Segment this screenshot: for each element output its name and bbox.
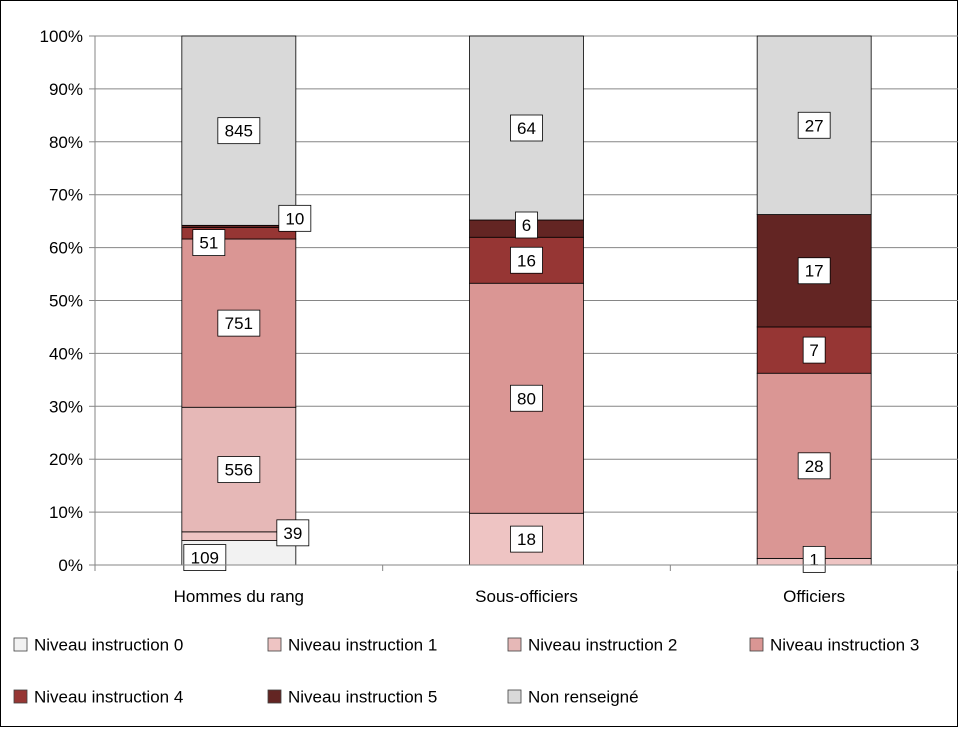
data-label-box	[510, 246, 543, 274]
data-label-box	[797, 257, 831, 285]
data-label-hommes-du-rang-non-renseigne: 845	[217, 117, 261, 145]
legend: Niveau instruction 0 Niveau instruction 1…	[13, 636, 919, 707]
y-tick-label: 10%	[49, 503, 83, 522]
data-label-officiers-niveau-instruction-4: 7	[802, 336, 826, 364]
y-tick-label: 40%	[49, 344, 83, 363]
legend-item-niveau-instruction-5: Niveau instruction 5	[267, 688, 437, 707]
legend-item-niveau-instruction-1: Niveau instruction 1	[267, 636, 437, 655]
data-label-hommes-du-rang-niveau-instruction-3: 751	[217, 309, 261, 337]
legend-swatch	[13, 637, 28, 652]
data-label-text: 51	[199, 234, 218, 253]
legend-label: Niveau instruction 1	[288, 636, 437, 655]
legend-label: Niveau instruction 5	[288, 688, 437, 707]
data-label-text: 39	[283, 524, 302, 543]
x-category-label: Officiers	[783, 587, 845, 606]
legend-label: Niveau instruction 0	[34, 636, 183, 655]
data-label-sous-officiers-niveau-instruction-3: 80	[510, 384, 543, 412]
data-label-box	[510, 525, 543, 553]
legend-label: Niveau instruction 3	[770, 636, 919, 655]
data-label-text: 16	[517, 251, 536, 270]
data-label-box	[510, 114, 543, 142]
legend-label: Niveau instruction 2	[528, 636, 677, 655]
data-label-box	[183, 544, 227, 571]
data-label-text: 27	[805, 116, 824, 135]
data-label-box	[797, 452, 831, 480]
legend-item-niveau-instruction-4: Niveau instruction 4	[13, 688, 183, 707]
data-label-text: 109	[191, 549, 219, 568]
y-tick-label: 50%	[49, 292, 83, 311]
data-label-box	[217, 309, 261, 337]
data-label-text: 845	[225, 122, 253, 141]
data-label-hommes-du-rang-niveau-instruction-0: 109	[183, 544, 227, 571]
data-label-text: 6	[522, 216, 531, 235]
data-label-text: 1	[809, 550, 818, 569]
data-label-box	[797, 111, 831, 139]
y-tick-label: 20%	[49, 450, 83, 469]
data-label-box	[217, 117, 261, 145]
data-label-text: 751	[225, 314, 253, 333]
y-tick-label: 0%	[58, 556, 83, 575]
legend-item-niveau-instruction-2: Niveau instruction 2	[507, 636, 677, 655]
data-label-text: 556	[225, 461, 253, 480]
legend-item-niveau-instruction-3: Niveau instruction 3	[749, 636, 919, 655]
data-label-box	[515, 211, 538, 239]
data-label-box	[802, 336, 826, 364]
data-label-hommes-du-rang-niveau-instruction-2: 556	[217, 456, 261, 483]
data-label-box	[802, 545, 826, 573]
y-tick-label: 30%	[49, 397, 83, 416]
data-label-text: 18	[517, 530, 536, 549]
x-category-label: Hommes du rang	[174, 587, 304, 606]
y-tick-label: 90%	[49, 80, 83, 99]
data-label-sous-officiers-niveau-instruction-1: 18	[510, 525, 543, 553]
data-label-text: 17	[805, 262, 824, 281]
legend-swatch	[267, 637, 282, 652]
legend-item-non-renseigne: Non renseigné	[507, 688, 639, 707]
data-label-sous-officiers-non-renseigne: 64	[510, 114, 543, 142]
data-label-officiers-non-renseigne: 27	[797, 111, 831, 139]
axes: 0% 10% 20% 30% 40% 50% 60% 70% 80% 90% 100% Hommes …	[40, 27, 958, 606]
y-tick-label: 70%	[49, 186, 83, 205]
x-category-label: Sous-officiers	[475, 587, 578, 606]
data-label-officiers-niveau-instruction-1: 1	[802, 545, 826, 573]
legend-swatch	[507, 637, 522, 652]
data-label-hommes-du-rang-niveau-instruction-5: 10	[278, 204, 312, 232]
data-label-text: 7	[809, 341, 818, 360]
data-label-text: 64	[517, 119, 536, 138]
data-label-sous-officiers-niveau-instruction-5: 6	[515, 211, 538, 239]
y-tick-label: 100%	[40, 27, 83, 46]
data-label-text: 80	[517, 389, 536, 408]
data-label-hommes-du-rang-niveau-instruction-4: 51	[192, 229, 226, 256]
data-label-box	[276, 519, 310, 547]
data-label-box	[510, 384, 543, 412]
y-tick-label: 80%	[49, 133, 83, 152]
data-label-officiers-niveau-instruction-3: 28	[797, 452, 831, 480]
data-label-officiers-niveau-instruction-5: 17	[797, 257, 831, 285]
legend-swatch	[267, 689, 282, 704]
y-tick-label: 60%	[49, 239, 83, 258]
data-labels: 109 39 556 751 51 10 845 18 80 16 6 64 1 28 7 17 27	[183, 111, 831, 573]
data-label-box	[278, 204, 312, 232]
data-label-text: 10	[285, 209, 304, 228]
legend-label: Non renseigné	[528, 688, 639, 707]
data-label-box	[192, 229, 226, 256]
legend-label: Niveau instruction 4	[34, 688, 183, 707]
legend-swatch	[749, 637, 764, 652]
data-label-text: 28	[805, 457, 824, 476]
legend-item-niveau-instruction-0: Niveau instruction 0	[13, 636, 183, 655]
data-label-box	[217, 456, 261, 483]
data-label-sous-officiers-niveau-instruction-4: 16	[510, 246, 543, 274]
data-label-hommes-du-rang-niveau-instruction-1: 39	[276, 519, 310, 547]
legend-swatch	[507, 689, 522, 704]
legend-swatch	[13, 689, 28, 704]
